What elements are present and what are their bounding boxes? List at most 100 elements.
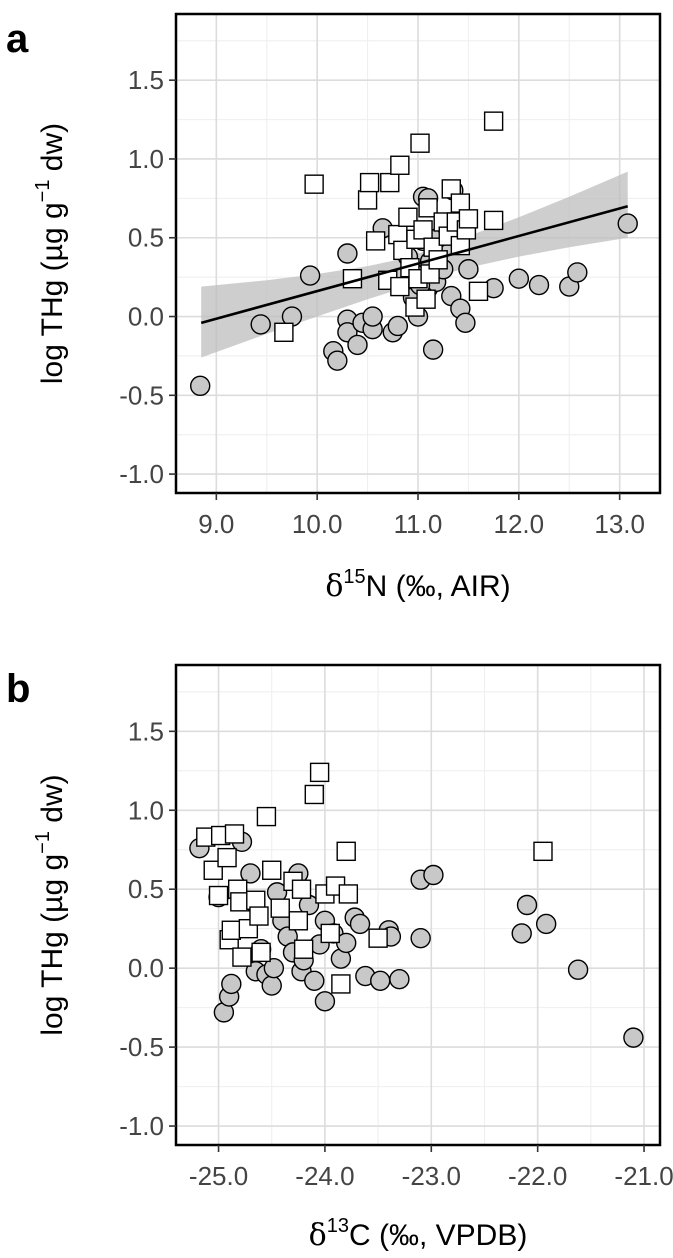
square-point — [291, 879, 312, 899]
circle-point — [516, 894, 538, 916]
y-tick-label: 1.0 — [128, 795, 164, 825]
square-point — [390, 155, 410, 175]
circle-point — [528, 274, 550, 296]
square-point — [458, 209, 479, 229]
square-point — [232, 947, 252, 967]
square-point — [533, 841, 553, 862]
panel-label: a — [6, 17, 29, 61]
circle-point — [387, 315, 409, 337]
square-point — [262, 860, 282, 880]
y-tick-label: 1.5 — [128, 716, 164, 746]
square-point — [304, 784, 324, 805]
circle-point — [250, 314, 271, 335]
panel-border — [174, 663, 662, 1147]
circle-point — [189, 375, 211, 397]
circle-point — [410, 927, 431, 949]
y-tick-label: -0.5 — [119, 380, 164, 410]
x-tick-label: -23.0 — [402, 1161, 461, 1191]
square-point — [320, 923, 340, 944]
square-point — [270, 898, 290, 918]
circle-point — [617, 213, 638, 234]
square-point — [357, 190, 378, 210]
x-axis-title: δ15N (‰, AIR) — [325, 566, 510, 604]
circle-point — [422, 339, 444, 360]
panel-a: 9.0 10.0 11.0 12.0 13.0 -1.0 -0.5 0.0 0.5 1.0 1.5 δ… — [6, 12, 662, 604]
square-point — [309, 762, 330, 783]
regression-line — [200, 204, 629, 325]
square-point — [398, 207, 418, 227]
square-point — [410, 133, 430, 153]
plot-content — [189, 111, 638, 397]
circle-point — [508, 268, 530, 289]
y-tick-label: -1.0 — [119, 459, 164, 489]
square-point — [338, 884, 359, 904]
square-point — [331, 974, 351, 994]
square-point — [224, 824, 245, 844]
square-point — [483, 111, 504, 131]
square-point — [365, 231, 386, 251]
x-tick-label: -24.0 — [295, 1161, 354, 1191]
square-point — [208, 885, 229, 906]
square-point — [483, 210, 504, 231]
square-series — [274, 111, 504, 342]
x-tick-label: 9.0 — [198, 509, 234, 539]
y-tick-label: 1.5 — [128, 65, 164, 95]
circle-point — [567, 959, 589, 980]
x-tick-label: 10.0 — [292, 509, 343, 539]
x-axis-title: δ13C (‰, VPDB) — [309, 1215, 528, 1253]
circle-point — [370, 970, 391, 991]
square-point — [256, 806, 277, 827]
circle-point — [304, 970, 325, 991]
x-tick-label: 12.0 — [494, 509, 545, 539]
y-tick-label: 0.0 — [128, 302, 164, 332]
plot-content — [189, 762, 644, 1048]
circle-point — [261, 975, 282, 996]
panel-label: b — [6, 667, 30, 711]
square-point — [288, 911, 309, 931]
y-tick-label: -0.5 — [119, 1032, 164, 1062]
circle-point — [423, 864, 444, 886]
circle-point — [567, 262, 588, 283]
circle-point — [337, 243, 358, 264]
x-tick-label: -22.0 — [508, 1161, 567, 1191]
circle-point — [455, 312, 476, 334]
square-point — [293, 939, 314, 959]
y-tick-label: 1.0 — [128, 144, 164, 174]
square-point — [336, 841, 356, 862]
square-point — [368, 928, 388, 948]
panel-b: -25.0 -24.0 -23.0 -22.0 -21.0 -1.0 -0.5 0.0 0.5 1… — [6, 663, 673, 1253]
square-point — [251, 942, 271, 963]
circle-point — [623, 1027, 644, 1048]
circle-point — [535, 913, 557, 935]
circle-point — [362, 306, 383, 327]
square-point — [274, 322, 294, 342]
x-tick-label: -21.0 — [614, 1161, 673, 1191]
circle-point — [349, 913, 371, 935]
square-series — [196, 762, 553, 994]
square-point — [249, 906, 269, 926]
circle-point — [240, 863, 261, 884]
circle-series — [189, 831, 644, 1048]
circle-point — [299, 265, 321, 286]
x-tick-label: 11.0 — [394, 509, 443, 539]
circle-point — [511, 923, 532, 944]
square-point — [359, 172, 380, 193]
circle-point — [263, 957, 285, 979]
circle-point — [347, 334, 368, 356]
square-point — [413, 220, 433, 240]
circle-point — [221, 973, 242, 995]
circle-point — [314, 991, 336, 1012]
square-point — [418, 198, 438, 218]
square-point — [380, 172, 400, 193]
x-tick-label: 13.0 — [594, 509, 645, 539]
y-tick-label: -1.0 — [119, 1111, 164, 1141]
circle-point — [458, 259, 479, 280]
square-point — [468, 281, 489, 302]
y-tick-label: 0.5 — [128, 874, 164, 904]
square-point — [416, 289, 436, 309]
grid — [176, 14, 660, 493]
y-tick-label: 0.5 — [128, 223, 164, 253]
y-axis-title: log THg (µg g−1 dw) — [32, 774, 69, 1035]
square-point — [390, 276, 410, 297]
